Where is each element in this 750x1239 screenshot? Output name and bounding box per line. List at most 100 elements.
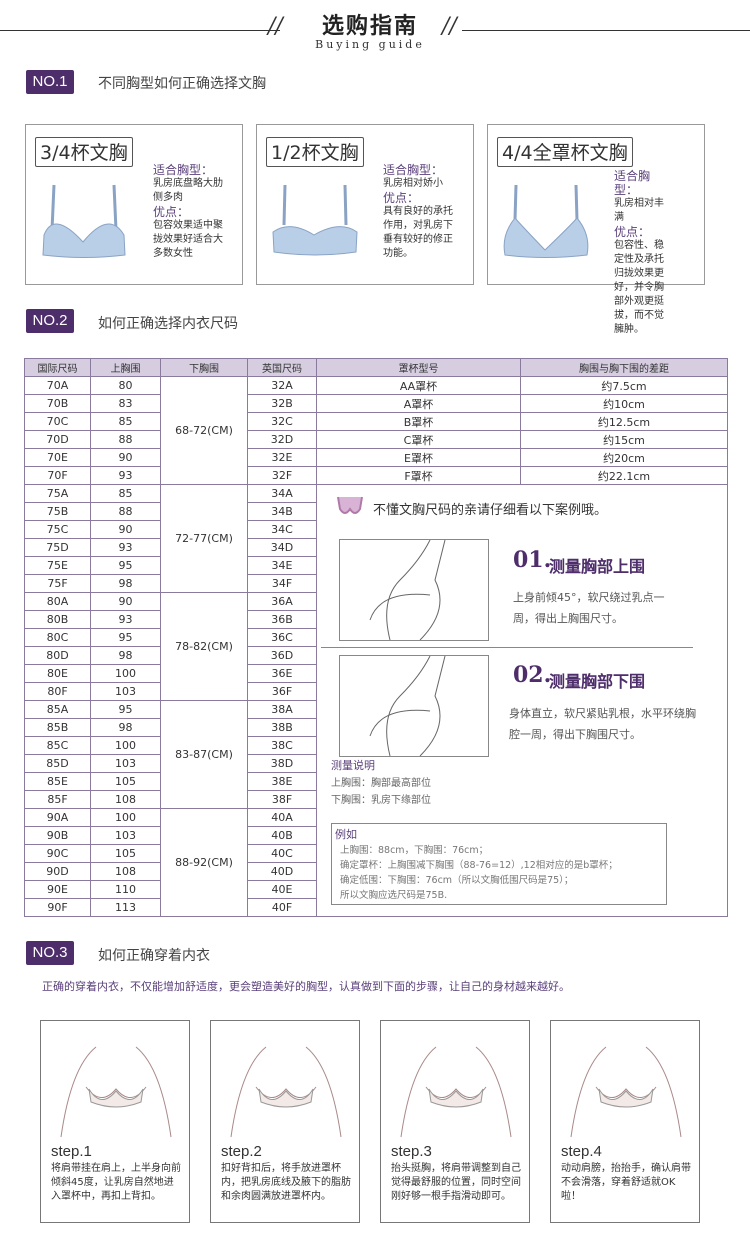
measurement-guide-panel: 不懂文胸尺码的亲请仔细看以下案例哦。 01. 测量胸部上围 上身前倾45°，软尺绕过乳… [316,484,728,917]
uk-size-cell: 32D [247,430,317,449]
step-card: step.3 抬头挺胸，将肩带调整到自己觉得最舒服的位置，同时空间刚好够一根手指滑… [380,1020,530,1223]
uk-size-cell: 32F [247,466,317,485]
step-card: step.4 动动肩膀，抬抬手，确认肩带不会滑落，穿着舒适就OK啦！ [550,1020,700,1223]
bust-cell: 103 [90,826,161,845]
difference-cell: 约10cm [520,394,728,413]
intl-size-cell: 70C [24,412,91,431]
slash-decoration: // [268,14,283,39]
uk-size-cell: 38E [247,772,317,791]
intl-size-cell: 70A [24,376,91,395]
step-heading: 测量胸部下围 [549,672,646,691]
page-subtitle: Buying guide [315,38,425,51]
uk-size-cell: 40C [247,844,317,863]
uk-size-cell: 36E [247,664,317,683]
difference-cell: 约15cm [520,430,728,449]
table-row: 90D 108 40D [24,862,728,881]
header-line-left [0,30,280,31]
column-header: 下胸围 [160,358,248,377]
bust-cell: 100 [90,736,161,755]
fit-label: 适合胸型： [383,163,444,177]
uk-size-cell: 32C [247,412,317,431]
example-line: 所以文胸应选尺码是75B. [340,890,448,901]
uk-size-cell: 36A [247,592,317,611]
step-card: step.1 将肩带挂在肩上，上半身向前倾斜45度，让乳房自然地进入罩杯中，再扣上… [40,1020,190,1223]
bust-cell: 90 [90,592,161,611]
step-title: step.1 [51,1143,92,1160]
step-text: 扣好背扣后，将手放进罩杯内，把乳房底线及腋下的脂肪和余肉圆满放进罩杯内。 [221,1163,351,1202]
bust-cell: 95 [90,556,161,575]
bust-cell: 108 [90,790,161,809]
bust-cell: 110 [90,880,161,899]
step-number: 02. [513,662,552,688]
intl-size-cell: 70E [24,448,91,467]
step-text: 将肩带挂在肩上，上半身向前倾斜45度，让乳房自然地进入罩杯中，再扣上背扣。 [51,1163,181,1202]
intl-size-cell: 80D [24,646,91,665]
column-header: 胸围与胸下围的差距 [520,358,728,377]
intl-size-cell: 90F [24,898,91,917]
table-row: 90F 113 40F [24,898,728,917]
cup-cell: E罩杯 [316,448,521,467]
bust-cell: 108 [90,862,161,881]
table-row: 85A 95 83-87(CM) 38A [24,700,728,809]
section-badge: NO.1 [26,70,74,94]
table-row: 70F 93 32F F罩杯 约22.1cm [24,466,728,485]
advantage-label: 优点： [614,225,651,239]
table-row: 70E 90 32E E罩杯 约20cm [24,448,728,467]
underbust-cell: 68-72(CM) [160,376,248,485]
uk-size-cell: 32A [247,376,317,395]
step-card: step.2 扣好背扣后，将手放进罩杯内，把乳房底线及腋下的脂肪和余肉圆满放进罩杯… [210,1020,360,1223]
bust-cell: 100 [90,808,161,827]
intl-size-cell: 80B [24,610,91,629]
table-row: 70A 80 68-72(CM) 32A AA罩杯 约7.5cm [24,376,728,485]
uk-size-cell: 34B [247,502,317,521]
example-line: 确定罩杯：上胸围减下胸围（88-76=12）,12相对应的是b罩杯； [340,860,618,871]
intl-size-cell: 80A [24,592,91,611]
advantage-text: 包容性、稳定性及承托归拢效果更好，并令胸部外观更挺拔，而不觉臃肿。 [614,240,664,335]
difference-cell: 约7.5cm [520,376,728,395]
table-row: 70D 88 32D C罩杯 约15cm [24,430,728,449]
bust-cell: 98 [90,574,161,593]
section-title: 如何正确选择内衣尺码 [98,316,238,332]
uk-size-cell: 36F [247,682,317,701]
bust-cell: 93 [90,538,161,557]
measurement-illustration [339,539,489,641]
step-illustration [51,1027,181,1139]
bust-cell: 98 [90,718,161,737]
section-badge: NO.2 [26,309,74,333]
example-line: 上胸围：88cm，下胸围：76cm； [340,845,489,856]
fit-label: 适合胸型： [153,163,214,177]
bust-cell: 98 [90,646,161,665]
uk-size-cell: 34F [247,574,317,593]
uk-size-cell: 38B [247,718,317,737]
table-row: 85E 105 38E [24,772,728,791]
intl-size-cell: 75F [24,574,91,593]
table-row: 90C 105 40C [24,844,728,863]
intl-size-cell: 75D [24,538,91,557]
bust-cell: 105 [90,844,161,863]
advantage-label: 优点： [153,205,190,219]
intl-size-cell: 85C [24,736,91,755]
card-title: 4/4全罩杯文胸 [497,137,633,167]
card-description: 适合胸型： 乳房相对丰满优点： 包容性、稳定性及承托归拢效果更好，并令胸部外观更挺拔… [614,169,672,337]
measurement-illustration [339,655,489,757]
uk-size-cell: 36B [247,610,317,629]
intl-size-cell: 70D [24,430,91,449]
card-description: 适合胸型： 乳房底盘略大肋侧多肉 优点： 包容效果适中聚拢效果好适合大多数女性 [153,163,223,261]
intl-size-cell: 85F [24,790,91,809]
intl-size-cell: 80F [24,682,91,701]
divider [321,647,693,648]
fit-text: 乳房相对丰满 [614,198,664,223]
table-row: 70B 83 32B A罩杯 约10cm [24,394,728,413]
bust-cell: 103 [90,682,161,701]
example-box: 例如 上胸围：88cm，下胸围：76cm； 确定罩杯：上胸围减下胸围（88-76=1… [331,823,667,905]
slash-decoration: // [442,14,457,39]
intl-size-cell: 85D [24,754,91,773]
section-intro: 正确的穿着内衣，不仅能增加舒适度，更会塑造美好的胸型，认真做到下面的步骤，让自己… [42,980,570,993]
intl-size-cell: 90E [24,880,91,899]
intl-size-cell: 90D [24,862,91,881]
uk-size-cell: 38D [247,754,317,773]
fit-text: 乳房相对娇小 [383,178,443,189]
fit-label: 适合胸型： [614,169,651,197]
step-illustration [221,1027,351,1139]
table-row: 75A 85 72-77(CM) 34A 不懂文胸尺码的亲请仔细看以下案例哦。 01. 测量… [24,484,728,917]
